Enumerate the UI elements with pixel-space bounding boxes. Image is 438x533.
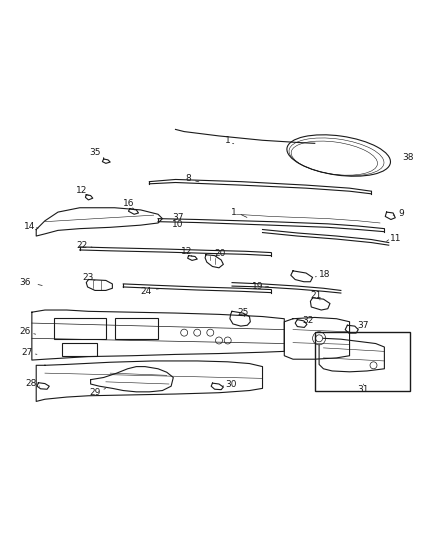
- Text: 29: 29: [89, 388, 101, 397]
- Text: 16: 16: [123, 199, 134, 208]
- Text: 37: 37: [172, 213, 184, 222]
- Text: 8: 8: [186, 174, 191, 183]
- Text: 18: 18: [318, 270, 330, 279]
- Text: 36: 36: [20, 278, 31, 287]
- Text: 14: 14: [24, 222, 35, 231]
- Text: 30: 30: [225, 379, 237, 389]
- Text: 27: 27: [22, 348, 33, 357]
- Text: 20: 20: [215, 249, 226, 258]
- Text: 32: 32: [303, 317, 314, 326]
- Text: 25: 25: [237, 308, 249, 317]
- Text: 22: 22: [76, 241, 88, 249]
- Text: 1: 1: [225, 136, 230, 145]
- Text: 26: 26: [20, 327, 31, 336]
- Text: 24: 24: [140, 287, 152, 296]
- Text: 12: 12: [180, 247, 192, 256]
- Text: 12: 12: [76, 186, 88, 195]
- Text: 23: 23: [82, 273, 93, 282]
- Text: 35: 35: [89, 148, 101, 157]
- Text: 19: 19: [251, 281, 263, 290]
- Text: 31: 31: [358, 385, 369, 394]
- Text: 1: 1: [231, 207, 237, 216]
- Text: 28: 28: [25, 378, 37, 387]
- Text: 37: 37: [357, 321, 368, 330]
- Text: 10: 10: [172, 220, 184, 229]
- Text: 11: 11: [389, 233, 401, 243]
- Text: 9: 9: [398, 209, 404, 218]
- Text: 38: 38: [403, 153, 414, 162]
- Text: 21: 21: [310, 291, 321, 300]
